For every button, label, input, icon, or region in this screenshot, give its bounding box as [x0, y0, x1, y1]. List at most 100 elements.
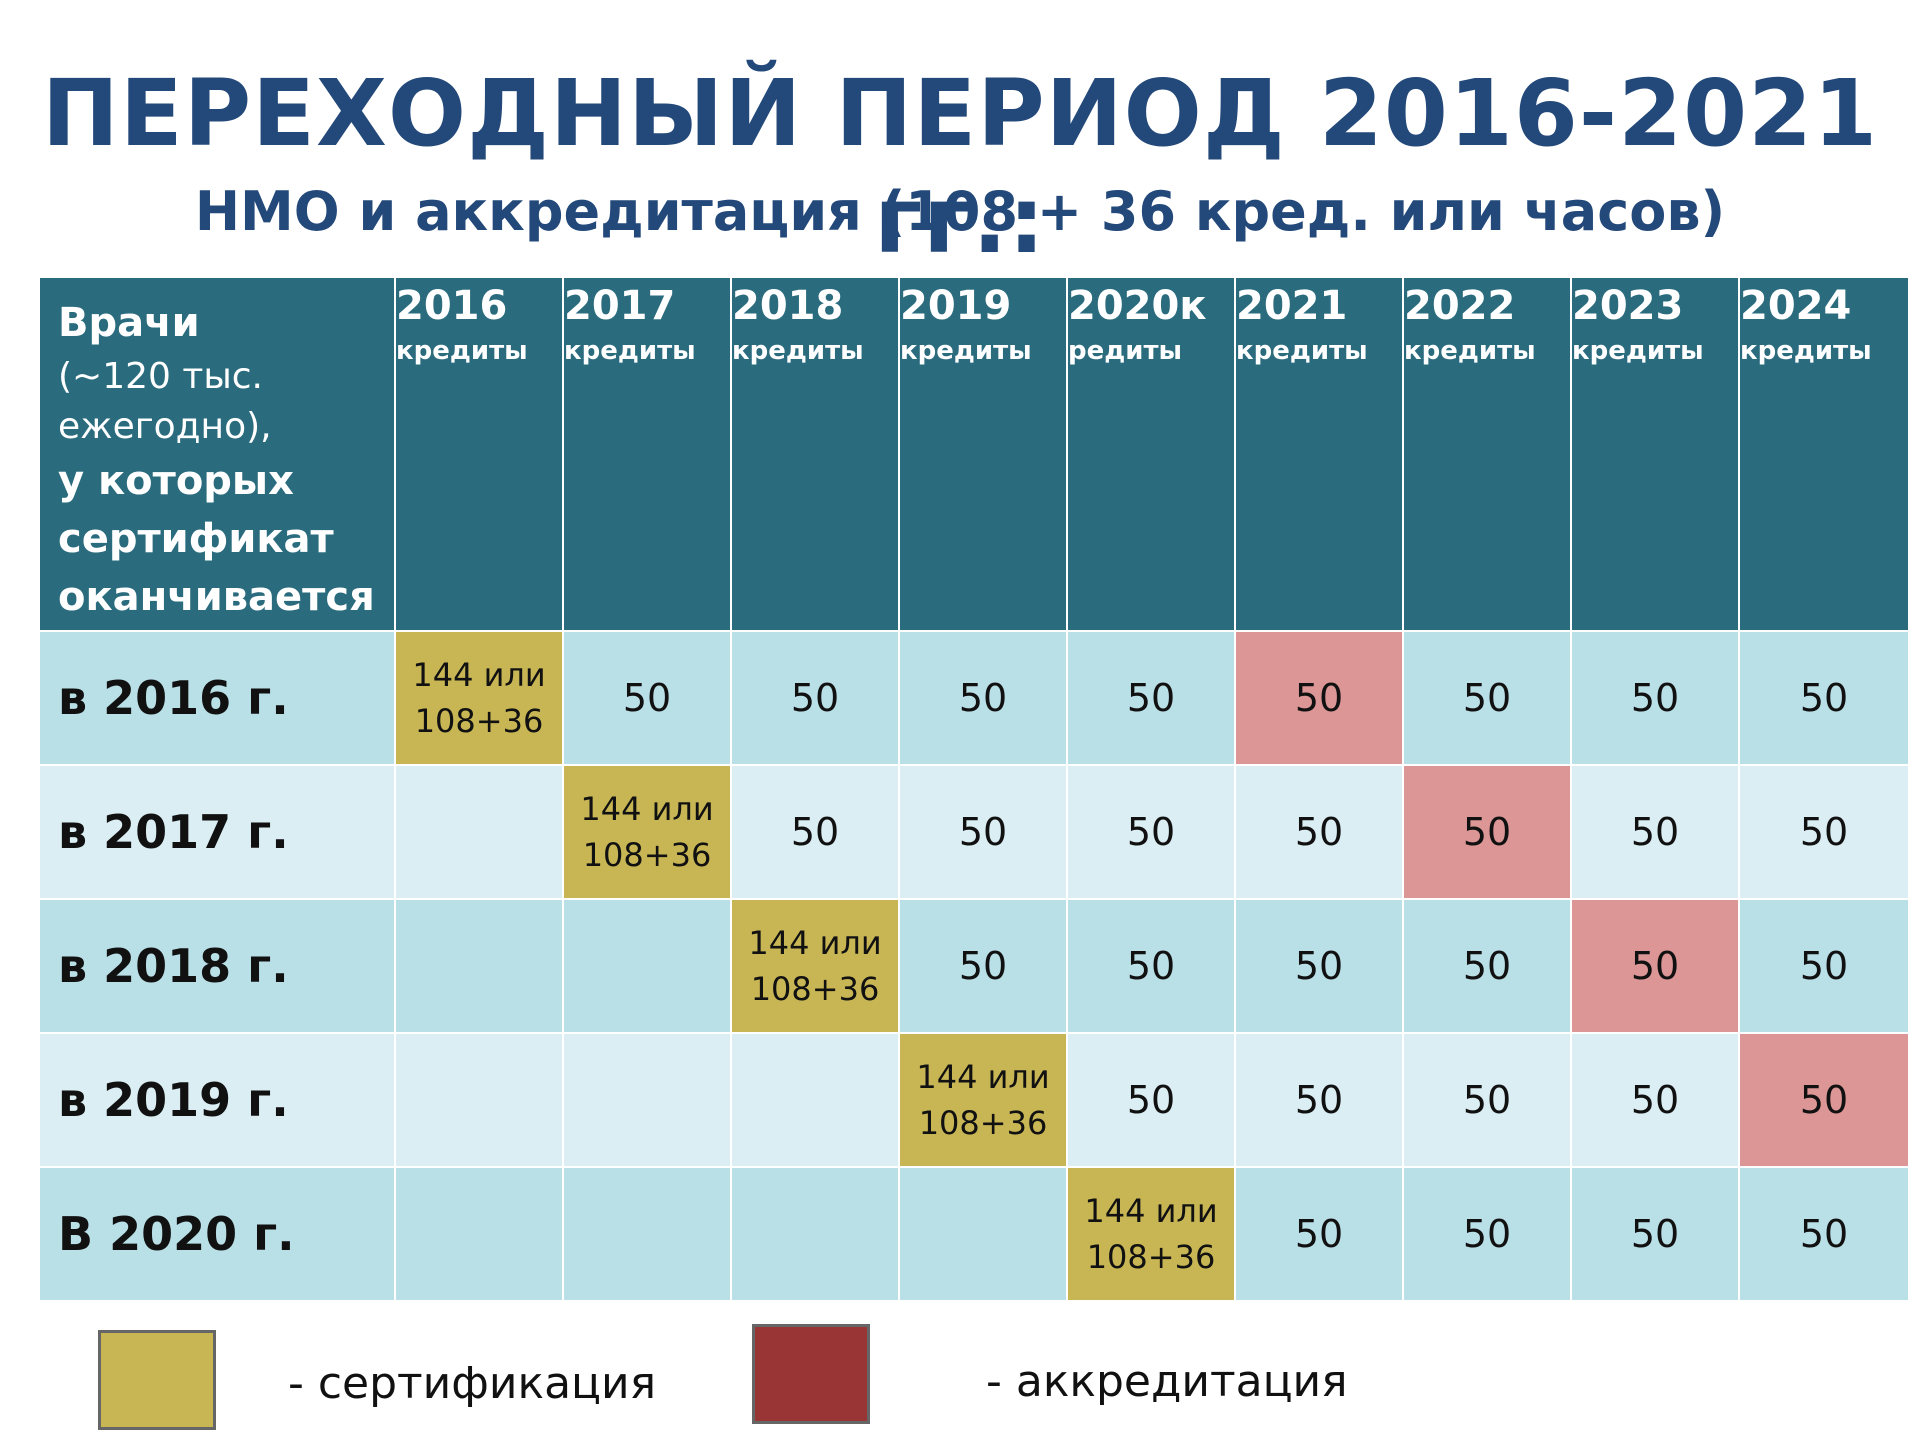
- header-year-cell: 2024 кредиты: [1738, 276, 1910, 632]
- header-year-cell: 2019 кредиты: [898, 276, 1068, 632]
- page-title: ПЕРЕХОДНЫЙ ПЕРИОД 2016-2021 гг.:: [41, 60, 1879, 274]
- cell-value: 50: [1126, 1078, 1176, 1122]
- transition-table: Врачи (~120 тыс. ежегодно), у которых се…: [38, 276, 1910, 1302]
- cell-value: 144 или: [748, 924, 882, 962]
- cell-value: 50: [1294, 676, 1344, 720]
- accreditation-cell: 50: [1738, 1032, 1910, 1168]
- cell-value-line2: 108+36: [414, 702, 544, 740]
- row-label: в 2017 г.: [38, 764, 396, 900]
- certification-cell: 144 или 108+36: [730, 898, 900, 1034]
- header-year-cell: 2016 кредиты: [394, 276, 564, 632]
- credit-cell: 50: [1234, 1032, 1404, 1168]
- table-body: в 2016 г. 144 или 108+36 50 50 50 50 50 50 50 50 в …: [38, 630, 1910, 1302]
- cell-value: 50: [958, 810, 1008, 854]
- header-year-sub: кредиты: [1740, 336, 1872, 366]
- cell-value: 50: [1799, 810, 1849, 854]
- cell-value: 50: [1294, 1212, 1344, 1256]
- credit-cell: 50: [1738, 898, 1910, 1034]
- table-row: в 2017 г. 144 или 108+36 50 50 50 50 50 50 50: [38, 764, 1910, 900]
- row-label: в 2019 г.: [38, 1032, 396, 1168]
- legend-cert-label: - сертификация: [288, 1358, 657, 1409]
- credit-cell: 50: [1234, 764, 1404, 900]
- credit-cell: 50: [898, 898, 1068, 1034]
- header-year: 2024: [1740, 283, 1852, 329]
- header-year-sub: редиты: [1068, 336, 1183, 366]
- table-row: в 2018 г. 144 или 108+36 50 50 50 50 50 50: [38, 898, 1910, 1034]
- cell-value: 50: [1294, 1078, 1344, 1122]
- table-row: В 2020 г. 144 или 108+36 50 50 50 50: [38, 1166, 1910, 1302]
- credit-cell: 50: [1570, 1166, 1740, 1302]
- credit-cell: 50: [1402, 1032, 1572, 1168]
- accreditation-cell: 50: [1402, 764, 1572, 900]
- header-year: 2020к: [1068, 283, 1207, 329]
- table-row: в 2019 г. 144 или 108+36 50 50 50 50 50: [38, 1032, 1910, 1168]
- header-year-sub: кредиты: [1572, 336, 1704, 366]
- credit-cell: [394, 898, 564, 1034]
- header-year-cell: 2017 кредиты: [562, 276, 732, 632]
- legend-cert-swatch: [98, 1330, 216, 1430]
- credit-cell: 50: [1738, 630, 1910, 766]
- cell-value: 50: [1799, 1078, 1849, 1122]
- cell-value: 50: [1462, 676, 1512, 720]
- credit-cell: 50: [898, 764, 1068, 900]
- cell-value: 50: [1799, 1212, 1849, 1256]
- header-year: 2023: [1572, 283, 1684, 329]
- credit-cell: [562, 1032, 732, 1168]
- cell-value: 50: [1294, 944, 1344, 988]
- cell-value: 50: [1799, 944, 1849, 988]
- cell-value: 50: [1126, 944, 1176, 988]
- header-year: 2022: [1404, 283, 1516, 329]
- credit-cell: [394, 1032, 564, 1168]
- certification-cell: 144 или 108+36: [898, 1032, 1068, 1168]
- credit-cell: 50: [1570, 764, 1740, 900]
- credit-cell: [898, 1166, 1068, 1302]
- row-label: в 2016 г.: [38, 630, 396, 766]
- header-doctors-title: Врачи: [58, 300, 200, 346]
- header-year-sub: кредиты: [1236, 336, 1368, 366]
- row-label: В 2020 г.: [38, 1166, 396, 1302]
- credit-cell: 50: [1066, 764, 1236, 900]
- header-doctors-expires: оканчивается: [58, 574, 375, 620]
- header-year-cell: 2021 кредиты: [1234, 276, 1404, 632]
- cell-value: 50: [1126, 810, 1176, 854]
- header-year-cell: 2022 кредиты: [1402, 276, 1572, 632]
- certification-cell: 144 или 108+36: [1066, 1166, 1236, 1302]
- cell-value: 144 или: [412, 656, 546, 694]
- header-doctors-certificate: сертификат: [58, 516, 334, 562]
- cell-value: 50: [958, 944, 1008, 988]
- credit-cell: 50: [1738, 764, 1910, 900]
- row-label: в 2018 г.: [38, 898, 396, 1034]
- credit-cell: 50: [1738, 1166, 1910, 1302]
- legend-accr-swatch: [752, 1324, 870, 1424]
- cell-value: 50: [1630, 1078, 1680, 1122]
- accreditation-cell: 50: [1234, 630, 1404, 766]
- credit-cell: [730, 1032, 900, 1168]
- credit-cell: [562, 1166, 732, 1302]
- header-year-sub: кредиты: [396, 336, 528, 366]
- credit-cell: 50: [1570, 630, 1740, 766]
- cell-value-line2: 108+36: [582, 836, 712, 874]
- certification-cell: 144 или 108+36: [394, 630, 564, 766]
- cell-value-line2: 108+36: [918, 1104, 1048, 1142]
- header-year: 2018: [732, 283, 844, 329]
- credit-cell: 50: [1402, 898, 1572, 1034]
- credit-cell: 50: [1402, 630, 1572, 766]
- cell-value: 50: [958, 676, 1008, 720]
- credit-cell: 50: [730, 630, 900, 766]
- cell-value: 144 или: [580, 790, 714, 828]
- header-year-cell: 2020к редиты: [1066, 276, 1236, 632]
- cell-value: 50: [790, 810, 840, 854]
- credit-cell: 50: [1066, 898, 1236, 1034]
- cell-value: 50: [622, 676, 672, 720]
- cell-value: 50: [1630, 944, 1680, 988]
- cell-value: 50: [1799, 676, 1849, 720]
- credit-cell: [562, 898, 732, 1034]
- header-year-sub: кредиты: [900, 336, 1032, 366]
- credit-cell: 50: [730, 764, 900, 900]
- legend-accr-label: - аккредитация: [986, 1356, 1348, 1407]
- cell-value: 144 или: [1084, 1192, 1218, 1230]
- credit-cell: 50: [1402, 1166, 1572, 1302]
- cell-value: 144 или: [916, 1058, 1050, 1096]
- accreditation-cell: 50: [1570, 898, 1740, 1034]
- credit-cell: [394, 764, 564, 900]
